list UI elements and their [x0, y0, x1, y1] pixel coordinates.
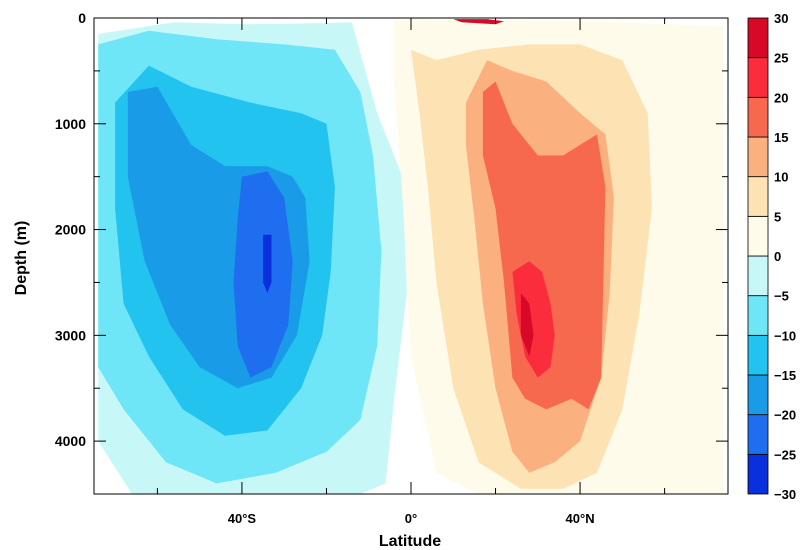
colorbar-label: −25: [774, 447, 796, 462]
colorbar-label: −30: [774, 487, 796, 502]
colorbar-swatch: [747, 295, 769, 336]
colorbar-label: −15: [774, 368, 796, 383]
colorbar-swatch: [747, 453, 769, 495]
colorbar-swatch: [747, 96, 769, 138]
x-tick-label: 40°S: [228, 511, 257, 526]
y-tick-label: 1000: [55, 116, 86, 132]
x-axis: 40°S 0° 40°N: [156, 18, 666, 526]
y-axis-label: Depth (m): [13, 221, 30, 296]
x-tick-label: 0°: [405, 511, 417, 526]
colorbar-label: 30: [774, 11, 788, 26]
colorbar-label: 15: [774, 130, 788, 145]
y-tick-label: 4000: [55, 433, 86, 449]
contour-regions: [98, 19, 724, 494]
colorbar-swatch: [747, 176, 769, 217]
colorbar-swatch: [747, 255, 769, 297]
colorbar-swatch: [747, 414, 769, 455]
x-axis-label: Latitude: [379, 533, 441, 550]
contour-region-15-9: [482, 81, 606, 410]
y-tick-label: 2000: [55, 222, 86, 238]
contour-region-neg30-5: [263, 234, 272, 293]
y-axis: 0 1000 2000 3000 4000: [55, 10, 728, 449]
colorbar-label: 20: [774, 90, 788, 105]
colorbar-swatch: [747, 136, 769, 178]
plot-area: [93, 17, 729, 495]
colorbar-label: 10: [774, 170, 788, 185]
contour-region-20-10: [512, 261, 555, 378]
y-tick-label: 0: [78, 10, 86, 26]
colorbar-label: 0: [774, 249, 781, 264]
colorbar-swatch: [747, 17, 769, 59]
colorbar-label: 25: [774, 51, 788, 66]
contour-region-25-11: [520, 293, 534, 357]
colorbar-label: −10: [774, 328, 796, 343]
colorbar-swatch: [747, 374, 769, 416]
colorbar-label: 5: [774, 209, 781, 224]
colorbar-swatch: [747, 334, 769, 376]
colorbar: −30 −25 −20 −15 −10 −5 0 5 10 15 20 25 30: [747, 11, 796, 502]
colorbar-label: −20: [774, 408, 796, 423]
colorbar-swatch: [747, 215, 769, 257]
y-tick-label: 3000: [55, 327, 86, 343]
contour-region-25-12: [453, 19, 504, 25]
x-tick-label: 40°N: [566, 511, 595, 526]
colorbar-label: −5: [774, 289, 789, 304]
colorbar-swatch: [747, 57, 769, 98]
